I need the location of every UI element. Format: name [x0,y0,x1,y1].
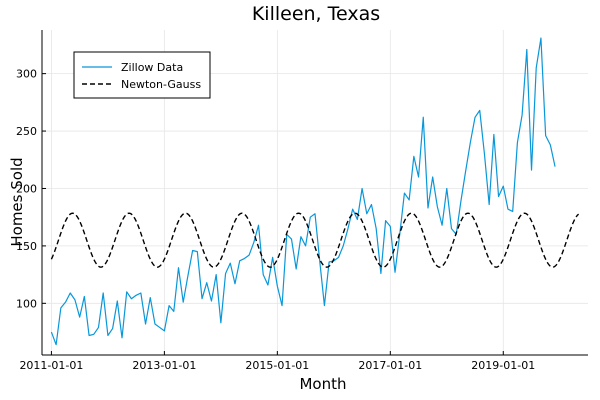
series-line-newton-gauss [50,212,580,268]
y-tick-label: 300 [16,68,37,81]
y-axis-label: Homes Sold [8,157,26,246]
x-tick-label: 2019-01-01 [471,359,535,372]
legend-label-newton-gauss: Newton-Gauss [121,78,201,91]
x-tick-label: 2017-01-01 [358,359,422,372]
x-tick-label: 2013-01-01 [132,359,196,372]
series-line-zillow-data [50,37,556,346]
y-tick-label: 250 [16,125,37,138]
legend-box [73,51,211,99]
y-axis-ticks: 100 150 200 250 300 [16,68,46,310]
y-tick-label: 100 [16,297,37,310]
x-axis-label: Month [299,375,346,393]
axes [41,30,588,356]
x-axis-ticks: 2011-01-01 2013-01-01 2015-01-01 2017-01-01… [19,351,535,372]
chart-title: Killeen, Texas [252,3,380,25]
x-tick-label: 2015-01-01 [245,359,309,372]
y-tick-label: 200 [16,182,37,195]
x-tick-label: 2011-01-01 [19,359,83,372]
series-layer [50,37,580,346]
legend: Zillow Data Newton-Gauss [73,51,211,99]
y-tick-label: 150 [16,240,37,253]
legend-label-zillow-data: Zillow Data [121,61,183,74]
